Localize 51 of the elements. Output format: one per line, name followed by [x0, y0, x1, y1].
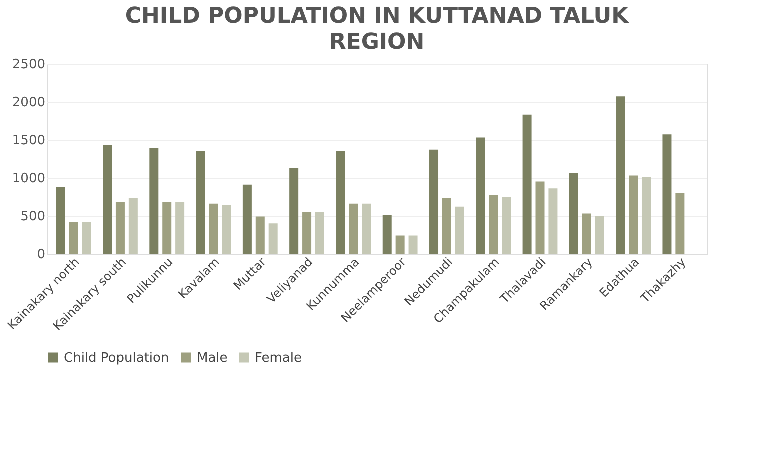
- legend-label: Child Population: [64, 350, 170, 366]
- legend-label: Male: [197, 350, 228, 366]
- bar: [676, 193, 685, 254]
- bar: [290, 168, 299, 254]
- bar: [642, 177, 651, 254]
- bar: [150, 148, 159, 254]
- y-tick-label: 1000: [12, 172, 46, 186]
- bar: [582, 214, 592, 254]
- bar: [476, 138, 486, 254]
- y-tick-label: 0: [37, 248, 46, 262]
- bar: [222, 205, 232, 254]
- bar: [522, 114, 532, 254]
- legend-label: Female: [255, 350, 302, 366]
- bar: [442, 198, 452, 254]
- y-tick-label: 1500: [12, 134, 46, 148]
- y-tick-label: 2500: [12, 58, 46, 72]
- bar: [82, 222, 92, 254]
- bar: [69, 222, 78, 254]
- bar: [196, 151, 206, 254]
- bar: [662, 134, 672, 254]
- bar: [595, 216, 604, 254]
- bar: [569, 173, 578, 254]
- bar: [242, 184, 252, 254]
- bar: [455, 206, 464, 254]
- chart-title: CHILD POPULATION IN KUTTANAD TALUK REGION: [125, 4, 630, 55]
- bar: [256, 216, 265, 254]
- bar: [302, 212, 312, 254]
- bar: [349, 204, 358, 254]
- y-tick-label: 2000: [12, 96, 46, 110]
- bar: [116, 202, 125, 254]
- bar: [616, 96, 626, 254]
- bar: [548, 188, 558, 254]
- bar: [56, 187, 66, 254]
- bar: [536, 182, 545, 254]
- bar: [315, 212, 324, 254]
- bar: [430, 150, 439, 254]
- bar: [162, 202, 172, 254]
- bar: [209, 204, 218, 254]
- bar: [362, 204, 372, 254]
- y-tick-label: 500: [20, 210, 46, 224]
- bar: [336, 151, 346, 254]
- bar: [103, 145, 112, 254]
- bar: [268, 224, 278, 254]
- bar: [382, 215, 392, 254]
- bar: [128, 198, 138, 254]
- bar: [489, 195, 498, 254]
- bar: [408, 236, 418, 254]
- bar: [396, 236, 405, 254]
- bar: [502, 197, 512, 254]
- bar: [629, 176, 638, 254]
- bar: [176, 202, 185, 254]
